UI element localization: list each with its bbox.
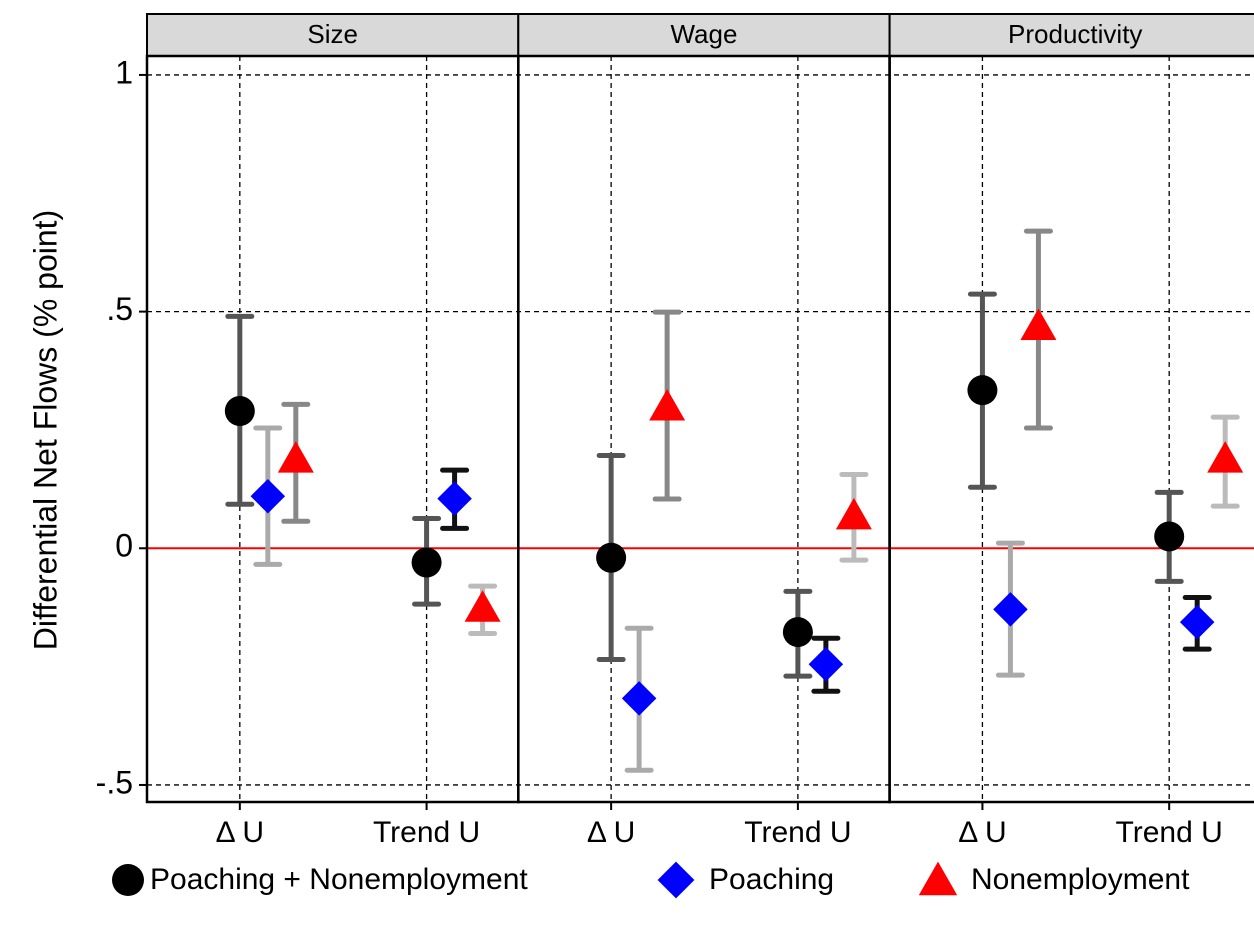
legend-item: Poaching + Nonemployment [112,863,528,896]
legend-marker [112,864,144,896]
series [224,291,1185,679]
facet-label: Size [307,19,358,49]
point [250,478,286,514]
facet-strip [517,13,891,57]
legend-label: Nonemployment [971,863,1190,896]
point [967,375,998,406]
point [437,481,472,516]
panel-frame [145,54,520,804]
series [250,425,1215,773]
x-tick-label: Δ U [216,816,264,849]
point [277,441,314,473]
y-tick-label: -.5 [96,764,133,800]
panel-frame [888,54,1254,804]
point [782,617,813,648]
facet-label: Productivity [1008,19,1142,49]
facet-strip [146,13,520,57]
legend-label: Poaching [709,863,834,896]
point [835,497,872,530]
legend-label: Poaching + Nonemployment [150,863,528,896]
x-tick-label: Trend U [744,816,851,849]
x-tick-label: Δ U [958,816,1006,849]
point [596,542,627,573]
point [1020,308,1057,341]
legend-marker [918,861,958,896]
point [993,592,1028,627]
point [411,547,442,578]
series [277,228,1244,636]
x-tick-label: Trend U [373,816,480,849]
point [649,389,686,421]
x-tick-label: Δ U [587,816,635,849]
y-tick-label: 0 [115,528,133,564]
point [808,647,844,682]
y-tick-label: 1 [115,54,133,90]
point [621,681,657,716]
legend-item: Nonemployment [918,861,1190,896]
legend-marker [657,861,695,899]
y-axis-label: Differential Net Flows (% point) [27,210,63,650]
x-tick-label: Trend U [1116,816,1223,849]
point [464,590,501,622]
point [224,396,255,427]
point [1179,604,1215,640]
y-tick-label: .5 [106,291,133,327]
point [1207,441,1244,473]
legend-item: Poaching [657,861,834,899]
point [1154,521,1185,552]
facet-label: Wage [670,19,737,49]
